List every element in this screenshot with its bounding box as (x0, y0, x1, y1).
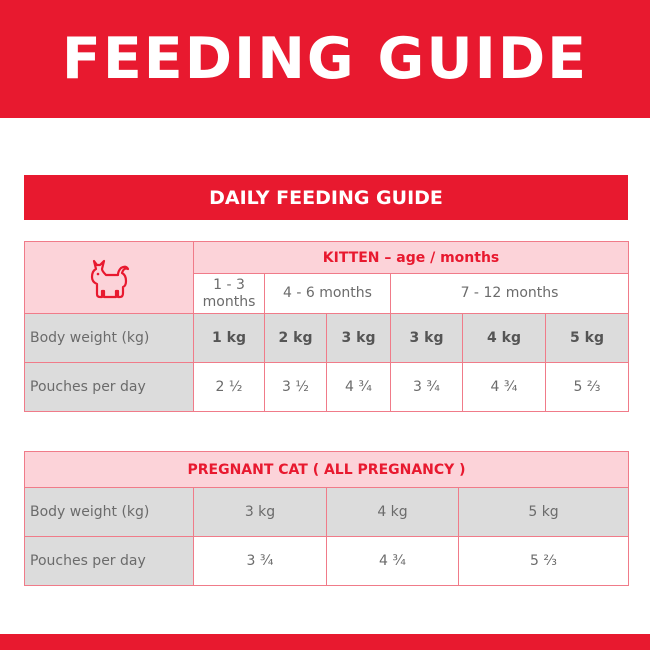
pregnant-feeding-table: PREGNANT CAT ( ALL PREGNANCY ) Body weig… (23, 451, 630, 586)
kitten-age-header: KITTEN – age / months (192, 241, 630, 274)
section-banner: DAILY FEEDING GUIDE (24, 175, 628, 220)
row-label-pouches: Pouches per day (24, 362, 194, 412)
page-title: FEEDING GUIDE (61, 25, 589, 92)
pouches-cell: 3 ½ (264, 362, 327, 412)
pregnant-header: PREGNANT CAT ( ALL PREGNANCY ) (23, 451, 630, 488)
weight-cell: 3 kg (193, 487, 327, 537)
footer-bar (0, 634, 650, 650)
age-group-2: 4 - 6 months (264, 273, 391, 314)
weight-cell: 1 kg (193, 313, 265, 363)
pouches-cell: 4 ¾ (326, 362, 391, 412)
age-group-1: 1 - 3 months (193, 273, 265, 314)
pouches-cell: 3 ¾ (390, 362, 463, 412)
pouches-cell: 2 ½ (193, 362, 265, 412)
cat-icon (90, 259, 130, 298)
page-header: FEEDING GUIDE (0, 0, 650, 118)
cat-icon-cell (24, 241, 194, 314)
weight-cell: 3 kg (326, 313, 391, 363)
weight-cell: 3 kg (390, 313, 463, 363)
pouches-cell: 5 ⅔ (544, 362, 630, 412)
weight-cell: 4 kg (462, 313, 546, 363)
pouches-cell: 5 ⅔ (457, 536, 630, 586)
weight-cell: 5 kg (544, 313, 630, 363)
age-group-3: 7 - 12 months (389, 273, 630, 314)
row-label-weight: Body weight (kg) (24, 487, 194, 537)
weight-cell: 4 kg (326, 487, 459, 537)
weight-cell: 5 kg (457, 487, 630, 537)
pouches-cell: 4 ¾ (462, 362, 546, 412)
weight-cell: 2 kg (264, 313, 327, 363)
kitten-feeding-table: KITTEN – age / months 1 - 3 months 4 - 6… (24, 241, 630, 412)
pouches-cell: 4 ¾ (326, 536, 459, 586)
row-label-pouches: Pouches per day (24, 536, 194, 586)
pouches-cell: 3 ¾ (193, 536, 327, 586)
row-label-weight: Body weight (kg) (24, 313, 194, 363)
